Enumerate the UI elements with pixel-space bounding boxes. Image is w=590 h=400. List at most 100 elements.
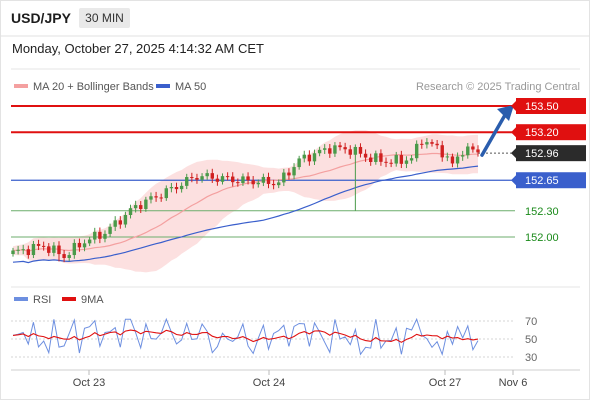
rsi-legend-swatch bbox=[14, 297, 28, 301]
candle-body bbox=[363, 153, 368, 158]
candle-body bbox=[256, 182, 260, 185]
level-153-20-label-pointer bbox=[511, 127, 516, 138]
candle-body bbox=[82, 243, 87, 248]
x-tick-label: Oct 24 bbox=[253, 377, 285, 389]
level-152-96-label-bg bbox=[516, 145, 586, 162]
symbol-title: USD/JPY bbox=[11, 10, 71, 26]
candle-body bbox=[72, 242, 77, 256]
candle-body bbox=[353, 146, 358, 155]
candle-body bbox=[476, 149, 480, 153]
level-153-50-label-bg bbox=[516, 98, 586, 114]
candle-body bbox=[460, 155, 465, 157]
x-tick-label: Oct 23 bbox=[73, 377, 105, 389]
candle-body bbox=[231, 176, 235, 183]
candle-body bbox=[159, 197, 163, 199]
level-153-20-label: 153.20 bbox=[525, 127, 559, 139]
candle-body bbox=[41, 245, 46, 247]
candle-body bbox=[323, 148, 327, 150]
candle-body bbox=[108, 226, 112, 234]
level-152-96-label-pointer bbox=[511, 148, 516, 159]
candle-body bbox=[420, 143, 424, 145]
forecast-arrow-shaft bbox=[480, 113, 507, 157]
candle-body bbox=[445, 156, 450, 158]
rsi-lines bbox=[12, 317, 479, 356]
level-152-96-label: 152.96 bbox=[525, 148, 559, 160]
candle-body bbox=[169, 187, 174, 189]
candle-body bbox=[62, 254, 66, 258]
candle-body bbox=[139, 205, 143, 209]
candle-body bbox=[77, 242, 82, 248]
candle-body bbox=[358, 146, 363, 154]
rsi-tick-30: 30 bbox=[525, 352, 537, 364]
bollinger-band bbox=[13, 130, 478, 273]
candle-body bbox=[144, 199, 148, 209]
candle-body bbox=[271, 183, 276, 186]
candle-body bbox=[190, 177, 194, 179]
ma50-line bbox=[12, 165, 479, 264]
candle-body bbox=[404, 160, 409, 164]
candle-body bbox=[343, 147, 347, 150]
candle-body bbox=[164, 188, 168, 199]
candle-body bbox=[123, 214, 128, 225]
candle-body bbox=[113, 220, 117, 227]
price-level-labels: 153.50 153.20 152.96 152.65 152.30 152.00 bbox=[511, 98, 586, 244]
forecast-arrow-head bbox=[497, 105, 514, 121]
candle-body bbox=[215, 178, 220, 182]
candle-body bbox=[31, 243, 36, 256]
candle-body bbox=[307, 154, 312, 162]
candle-body bbox=[455, 156, 460, 164]
rsi-tick-50: 50 bbox=[525, 334, 537, 346]
candle-body bbox=[174, 187, 179, 190]
candle-body bbox=[348, 149, 352, 155]
candle-body bbox=[266, 176, 271, 184]
rsi-gridlines: 70 50 30 bbox=[11, 316, 537, 364]
candle-body bbox=[302, 154, 306, 159]
candle-body bbox=[430, 142, 434, 144]
candle-body bbox=[220, 176, 225, 182]
candle-body bbox=[246, 176, 250, 181]
header: USD/JPY 30 MIN bbox=[0, 0, 590, 36]
moving-averages bbox=[12, 152, 479, 264]
x-tick-label: Nov 6 bbox=[499, 377, 528, 389]
x-tick-label: Oct 27 bbox=[429, 377, 461, 389]
candle-body bbox=[297, 158, 301, 168]
candle-body bbox=[236, 182, 240, 184]
ma20-legend-swatch bbox=[14, 84, 28, 88]
ma50-legend-label: MA 50 bbox=[175, 81, 206, 93]
candle-body bbox=[328, 148, 332, 154]
candle-body bbox=[466, 146, 470, 156]
timeframe-badge[interactable]: 30 MIN bbox=[79, 8, 130, 28]
candle-body bbox=[16, 249, 20, 251]
candle-body bbox=[368, 157, 373, 162]
candle-body bbox=[251, 180, 255, 185]
ma20-legend-label: MA 20 + Bollinger Bands bbox=[33, 81, 154, 93]
level-152-65-label: 152.65 bbox=[525, 175, 559, 187]
level-152-65-label-pointer bbox=[511, 175, 516, 186]
candle-body bbox=[128, 208, 133, 215]
candle-body bbox=[26, 249, 31, 256]
candle-body bbox=[133, 205, 138, 209]
candle-body bbox=[312, 153, 317, 162]
candle-body bbox=[414, 143, 419, 159]
candle-body bbox=[379, 153, 383, 162]
candle-body bbox=[471, 146, 475, 150]
candle-body bbox=[292, 167, 296, 176]
candle-body bbox=[36, 243, 41, 246]
candle-body bbox=[57, 245, 61, 255]
level-153-20-label-bg bbox=[516, 124, 586, 141]
candle-body bbox=[389, 162, 393, 164]
level-152-65-label-bg bbox=[516, 172, 586, 189]
level-152-30-label: 152.30 bbox=[525, 206, 559, 218]
candle-body bbox=[200, 176, 204, 180]
candle-body bbox=[282, 172, 286, 183]
ma20-line bbox=[12, 152, 479, 252]
candle-body bbox=[409, 158, 414, 161]
candle-body bbox=[118, 220, 123, 225]
candle-body bbox=[225, 176, 230, 178]
candle-body bbox=[317, 149, 322, 154]
rsi-line bbox=[12, 317, 479, 356]
candles bbox=[11, 138, 480, 263]
rsi-tick-70: 70 bbox=[525, 316, 537, 328]
ma50-legend-swatch bbox=[156, 84, 170, 88]
candle-body bbox=[440, 145, 444, 158]
